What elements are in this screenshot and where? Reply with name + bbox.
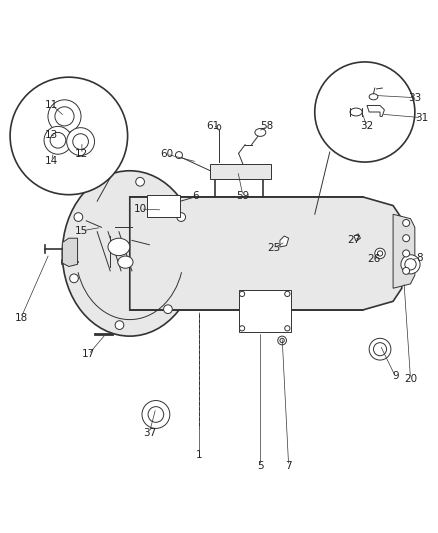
Circle shape (44, 126, 72, 154)
Text: 59: 59 (237, 191, 250, 201)
Text: 8: 8 (416, 253, 423, 263)
Text: 5: 5 (257, 461, 264, 471)
FancyBboxPatch shape (147, 195, 180, 217)
Circle shape (403, 268, 410, 274)
Text: 37: 37 (143, 428, 156, 438)
Text: 7: 7 (285, 461, 292, 471)
Text: 1: 1 (196, 449, 203, 459)
Polygon shape (130, 197, 402, 310)
Circle shape (403, 250, 410, 257)
Circle shape (378, 251, 383, 256)
Circle shape (48, 100, 81, 133)
Circle shape (177, 213, 186, 221)
Circle shape (163, 305, 172, 313)
Circle shape (50, 133, 66, 148)
Circle shape (405, 259, 416, 270)
Circle shape (369, 338, 391, 360)
Text: 26: 26 (367, 254, 380, 264)
Text: 13: 13 (45, 130, 58, 140)
Text: 61: 61 (206, 122, 219, 131)
Text: 27: 27 (347, 235, 360, 245)
Bar (239, 290, 291, 332)
Text: 32: 32 (360, 122, 374, 131)
Circle shape (375, 248, 385, 259)
Circle shape (280, 338, 284, 343)
Ellipse shape (108, 238, 130, 256)
Text: 9: 9 (392, 371, 399, 381)
Text: 60: 60 (160, 149, 173, 159)
Text: 11: 11 (45, 100, 58, 110)
Text: 18: 18 (14, 313, 28, 323)
Circle shape (240, 326, 245, 331)
Text: 33: 33 (408, 93, 421, 103)
Text: 25: 25 (267, 243, 280, 253)
Polygon shape (62, 238, 78, 266)
Circle shape (403, 235, 410, 241)
FancyBboxPatch shape (210, 164, 271, 180)
Circle shape (285, 292, 290, 296)
Circle shape (136, 177, 145, 186)
Ellipse shape (255, 128, 266, 136)
Ellipse shape (118, 256, 133, 268)
Circle shape (74, 213, 83, 221)
Circle shape (315, 62, 415, 162)
Circle shape (374, 343, 387, 356)
Circle shape (67, 128, 95, 156)
Text: 17: 17 (82, 350, 95, 359)
Text: 12: 12 (75, 149, 88, 159)
Circle shape (403, 220, 410, 227)
Circle shape (55, 107, 74, 126)
Circle shape (278, 336, 286, 345)
Polygon shape (280, 236, 289, 247)
Circle shape (285, 326, 290, 331)
Text: 10: 10 (134, 204, 147, 214)
Circle shape (142, 400, 170, 429)
Polygon shape (367, 106, 385, 116)
Text: 20: 20 (404, 374, 417, 384)
Ellipse shape (350, 108, 362, 116)
Ellipse shape (217, 125, 221, 130)
Circle shape (148, 407, 164, 422)
Text: 58: 58 (260, 122, 273, 131)
Polygon shape (354, 234, 360, 241)
Text: 15: 15 (75, 226, 88, 236)
Ellipse shape (62, 171, 197, 336)
Circle shape (70, 274, 78, 282)
Circle shape (73, 134, 88, 149)
Text: 31: 31 (415, 112, 428, 123)
Circle shape (176, 151, 183, 158)
Ellipse shape (369, 94, 378, 100)
Circle shape (10, 77, 127, 195)
Circle shape (115, 321, 124, 329)
Circle shape (240, 292, 245, 296)
Text: 6: 6 (192, 191, 198, 201)
Polygon shape (393, 214, 415, 288)
Circle shape (401, 255, 420, 274)
Text: 14: 14 (45, 156, 58, 166)
